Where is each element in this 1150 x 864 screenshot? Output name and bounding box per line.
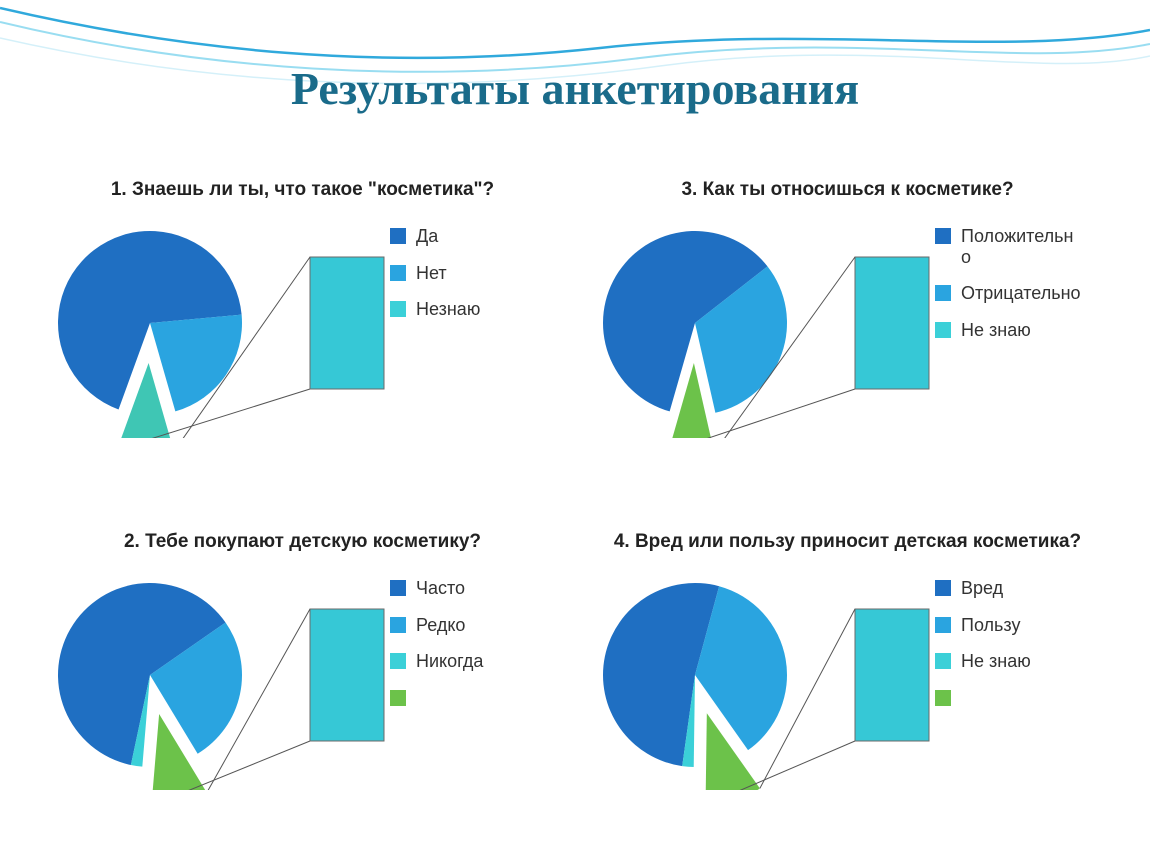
legend-swatch (935, 285, 951, 301)
pie-slice (150, 315, 242, 412)
legend-item: Редко (390, 615, 565, 636)
legend-label: Часто (416, 578, 465, 599)
legend-swatch (935, 653, 951, 669)
chart-panel: 3. Как ты относишься к косметике? Положит… (585, 150, 1110, 472)
legend-item: Не знаю (935, 320, 1110, 341)
chart-legend: Положительно Отрицательно Не знаю (935, 208, 1110, 357)
chart-title: 1. Знаешь ли ты, что такое "косметика"? (40, 150, 565, 202)
chart-panel: 2. Тебе покупают детскую косметику? Часто… (40, 502, 565, 824)
legend-label: Нет (416, 263, 447, 284)
chart-title: 2. Тебе покупают детскую косметику? (40, 502, 565, 554)
legend-swatch (935, 580, 951, 596)
legend-item (935, 688, 1110, 706)
chart-legend: Да Нет Незнаю (390, 208, 565, 336)
pie-chart (585, 560, 935, 790)
chart-title: 4. Вред или пользу приносит детская косм… (585, 502, 1110, 554)
legend-label: Не знаю (961, 651, 1031, 672)
legend-swatch (390, 617, 406, 633)
legend-item: Не знаю (935, 651, 1110, 672)
legend-item (390, 688, 565, 706)
legend-item: Никогда (390, 651, 565, 672)
legend-swatch (935, 228, 951, 244)
legend-item: Отрицательно (935, 283, 1110, 304)
legend-swatch (390, 265, 406, 281)
legend-swatch (390, 580, 406, 596)
charts-grid: 1. Знаешь ли ты, что такое "косметика"? Д… (40, 150, 1110, 824)
legend-swatch (390, 301, 406, 317)
legend-label: Никогда (416, 651, 483, 672)
legend-label: Редко (416, 615, 465, 636)
legend-item: Пользу (935, 615, 1110, 636)
pie-chart (585, 208, 935, 438)
chart-legend: Вред Пользу Не знаю (935, 560, 1110, 722)
legend-swatch (390, 690, 406, 706)
legend-label: Отрицательно (961, 283, 1081, 304)
legend-item: Нет (390, 263, 565, 284)
chart-panel: 4. Вред или пользу приносит детская косм… (585, 502, 1110, 824)
legend-swatch (935, 617, 951, 633)
pie-chart (40, 560, 390, 790)
legend-item: Часто (390, 578, 565, 599)
legend-label: Да (416, 226, 438, 247)
chart-panel: 1. Знаешь ли ты, что такое "косметика"? Д… (40, 150, 565, 472)
legend-item: Положительно (935, 226, 1110, 267)
legend-swatch (935, 690, 951, 706)
chart-legend: Часто Редко Никогда (390, 560, 565, 722)
legend-swatch (390, 653, 406, 669)
legend-label: Вред (961, 578, 1003, 599)
legend-item: Незнаю (390, 299, 565, 320)
legend-label: Пользу (961, 615, 1020, 636)
chart-title: 3. Как ты относишься к косметике? (585, 150, 1110, 202)
pie-chart (40, 208, 390, 438)
legend-item: Вред (935, 578, 1110, 599)
legend-label: Положительно (961, 226, 1081, 267)
legend-swatch (390, 228, 406, 244)
legend-swatch (935, 322, 951, 338)
page-title: Результаты анкетирования (0, 62, 1150, 115)
legend-label: Не знаю (961, 320, 1031, 341)
legend-item: Да (390, 226, 565, 247)
legend-label: Незнаю (416, 299, 480, 320)
